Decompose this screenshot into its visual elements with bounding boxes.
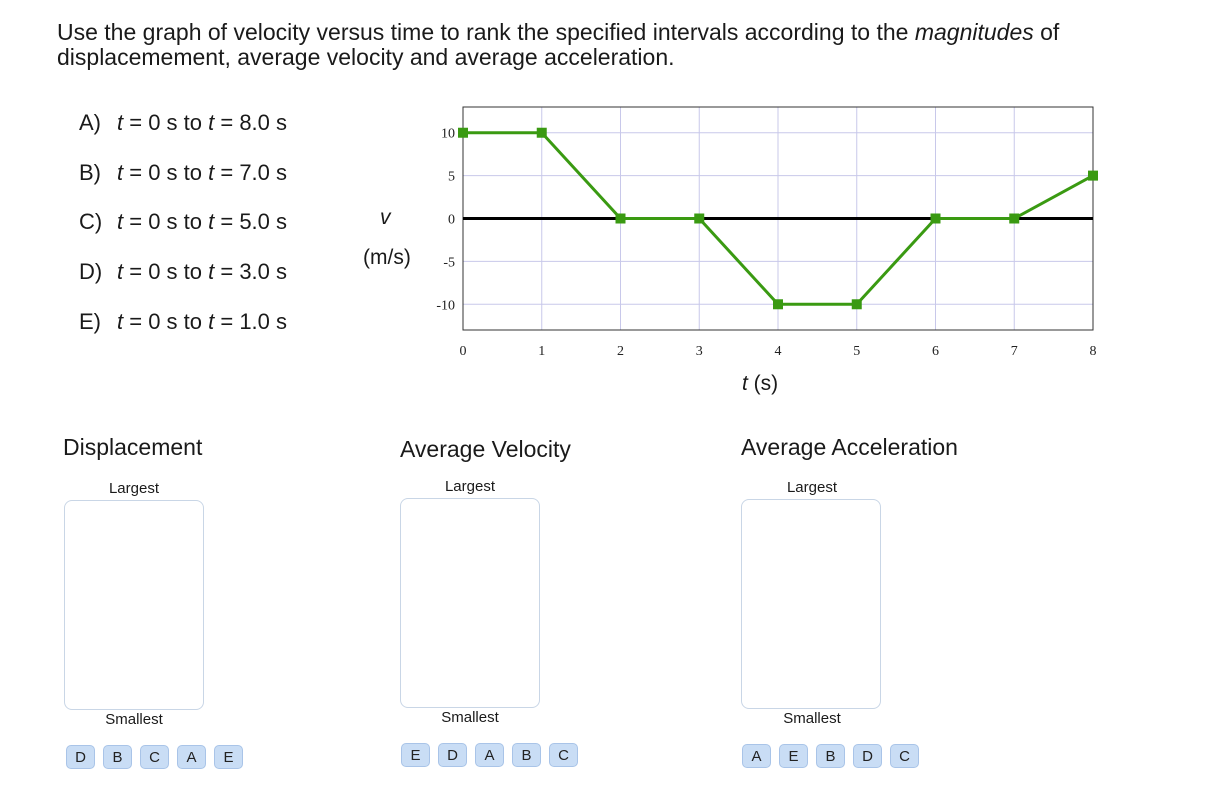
ranking-title: Displacement: [63, 434, 203, 460]
smallest-label: Smallest: [783, 710, 841, 727]
y-axis-label-var: v: [380, 206, 391, 229]
tile-tray: D B C A E: [66, 745, 243, 769]
question-text: Use the graph of velocity versus time to…: [57, 19, 1060, 70]
tile-c[interactable]: C: [890, 744, 919, 768]
y-tick-label: 0: [448, 213, 455, 228]
x-tick-label: 2: [617, 344, 624, 359]
tile-d[interactable]: D: [853, 744, 882, 768]
data-point: [773, 299, 783, 310]
tile-e[interactable]: E: [401, 743, 430, 767]
tile-d[interactable]: D: [438, 743, 467, 767]
y-tick-label: 10: [441, 127, 455, 142]
smallest-label: Smallest: [105, 711, 163, 728]
tile-e[interactable]: E: [779, 744, 808, 768]
data-point: [536, 127, 547, 138]
largest-label: Largest: [108, 480, 160, 497]
x-tick-label: 7: [1011, 344, 1018, 359]
tile-a[interactable]: A: [742, 744, 771, 768]
tile-a[interactable]: A: [475, 743, 504, 767]
question-emphasis: magnitudes: [914, 19, 1034, 45]
y-tick-label: -10: [436, 298, 455, 313]
data-point: [851, 299, 862, 310]
x-tick-label: 5: [853, 344, 860, 359]
ranking-title: Average Acceleration: [741, 434, 958, 460]
data-point: [615, 213, 626, 224]
largest-label: Largest: [786, 479, 838, 496]
smallest-label: Smallest: [441, 709, 499, 726]
x-tick-label: 3: [696, 344, 703, 359]
interval-e: E) t = 0 s to t = 1.0 s: [79, 309, 288, 334]
x-tick-label: 4: [775, 344, 782, 359]
data-point: [1009, 213, 1020, 224]
ranking-average-velocity: Average Velocity Largest Smallest E D A …: [400, 436, 700, 776]
tile-b[interactable]: B: [103, 745, 132, 769]
data-point: [1088, 170, 1098, 181]
largest-label: Largest: [444, 478, 496, 495]
interval-c: C) t = 0 s to t = 5.0 s: [79, 209, 288, 234]
velocity-time-chart: 10 5 0 -5 -10 0 1 2 3 4 5 6 7 8: [436, 106, 1098, 359]
ranking-average-acceleration: Average Acceleration Largest Smallest A …: [741, 434, 1041, 774]
x-tick-label: 0: [460, 344, 467, 359]
tile-c[interactable]: C: [140, 745, 169, 769]
tile-a[interactable]: A: [177, 745, 206, 769]
tile-tray: E D A B C: [401, 743, 578, 767]
x-tick-label: 8: [1090, 344, 1097, 359]
ranking-drop-zone[interactable]: [64, 500, 204, 710]
interval-d: D) t = 0 s to t = 3.0 s: [79, 259, 288, 284]
tile-c[interactable]: C: [549, 743, 578, 767]
y-tick-label: -5: [443, 255, 455, 270]
tile-b[interactable]: B: [816, 744, 845, 768]
interval-b: B) t = 0 s to t = 7.0 s: [79, 160, 288, 185]
ranking-drop-zone[interactable]: [400, 498, 540, 708]
ranking-title: Average Velocity: [400, 436, 571, 462]
tile-e[interactable]: E: [214, 745, 243, 769]
data-point: [458, 127, 468, 138]
x-tick-label: 1: [538, 344, 545, 359]
x-axis-label: t (s): [742, 372, 779, 395]
y-tick-label: 5: [448, 170, 455, 185]
interval-a: A) t = 0 s to t = 8.0 s: [79, 110, 288, 135]
tile-tray: A E B D C: [742, 744, 919, 768]
x-tick-label: 6: [932, 344, 939, 359]
ranking-displacement: Displacement Largest Smallest D B C A E: [63, 434, 363, 774]
tile-d[interactable]: D: [66, 745, 95, 769]
data-point: [694, 213, 705, 224]
ranking-drop-zone[interactable]: [741, 499, 881, 709]
data-point: [930, 213, 941, 224]
tile-b[interactable]: B: [512, 743, 541, 767]
y-axis-label-unit: (m/s): [363, 246, 411, 269]
